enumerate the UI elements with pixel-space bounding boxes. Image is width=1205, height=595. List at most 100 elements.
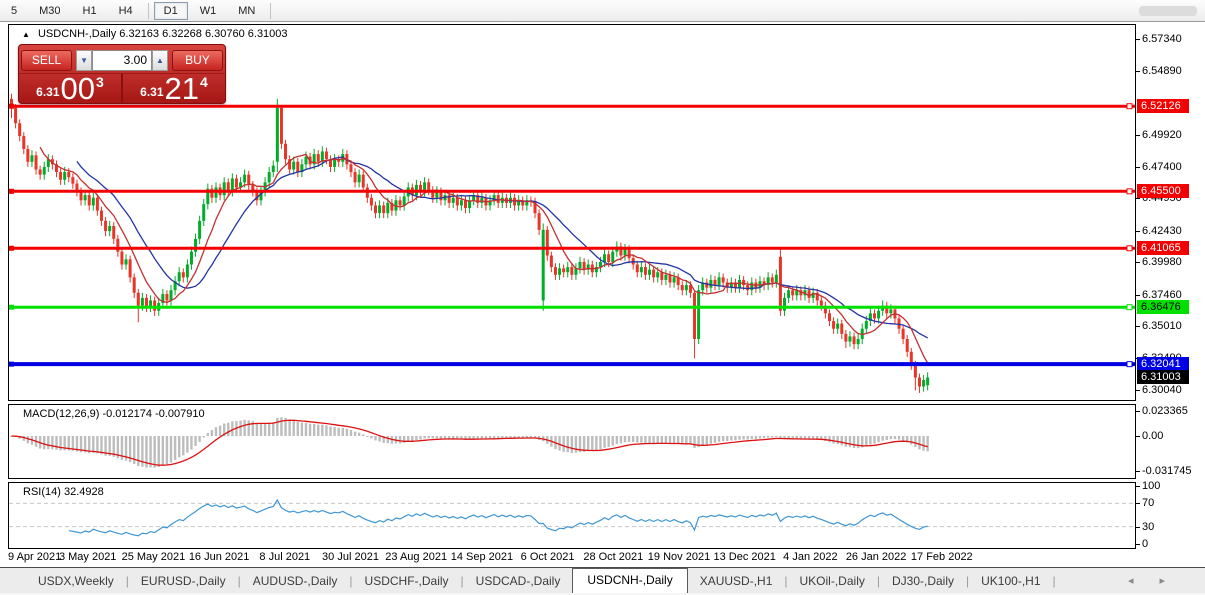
tab-dj30-daily[interactable]: DJ30-,Daily: [891, 574, 954, 588]
axis-tick-label: 6.30040: [1142, 383, 1182, 396]
macd-histogram-bar: [325, 425, 328, 436]
candle-body: [71, 177, 75, 184]
candle-body: [177, 272, 181, 282]
tab-eurusd-daily[interactable]: EURUSD-,Daily: [140, 574, 226, 588]
macd-histogram-bar: [308, 423, 312, 436]
tab-ukoil-daily[interactable]: UKOil-,Daily: [799, 574, 865, 588]
timeframe-button-mn[interactable]: MN: [238, 4, 256, 17]
candle-body: [598, 261, 602, 268]
axis-tick-mark: [1136, 503, 1140, 505]
candle-body: [353, 172, 357, 183]
macd-histogram-bar: [570, 436, 574, 453]
tab-xauusd-h1[interactable]: XAUUSD-,H1: [699, 574, 773, 588]
tab-usdx-weekly[interactable]: USDX,Weekly: [38, 574, 114, 588]
macd-histogram-bar: [280, 417, 283, 436]
volume-increase-button[interactable]: ▲: [152, 49, 168, 71]
macd-histogram-bar: [746, 436, 749, 440]
candle-body: [889, 309, 893, 314]
candle-body: [75, 183, 79, 192]
tab-usdcnh-daily[interactable]: USDCNH-,Daily: [572, 568, 688, 593]
macd-histogram-bar: [92, 436, 95, 453]
timeframe-button-m30[interactable]: M30: [39, 4, 61, 17]
candle-body: [386, 202, 390, 214]
candle-body: [30, 155, 34, 162]
candle-body: [419, 184, 422, 192]
macd-histogram-bar: [370, 436, 373, 439]
tab-usdcad-daily[interactable]: USDCAD-,Daily: [475, 574, 561, 588]
buy-button[interactable]: BUY: [171, 49, 223, 71]
candle-body: [243, 174, 247, 183]
macd-histogram-bar: [918, 436, 921, 450]
candle-body: [251, 184, 255, 192]
macd-histogram-bar: [693, 436, 696, 448]
level-handle-left: [9, 304, 14, 310]
macd-histogram-bar: [636, 436, 639, 443]
macd-histogram-bar: [517, 436, 520, 438]
axis-tick-label: 6.39980: [1142, 256, 1182, 269]
macd-histogram-bar: [852, 436, 856, 448]
rsi-pane[interactable]: RSI(14) 32.4928: [8, 482, 1136, 549]
tab-separator: |: [349, 574, 353, 588]
macd-histogram-bar: [697, 436, 700, 448]
candle-body: [378, 205, 382, 214]
candle-body: [762, 281, 766, 286]
candle-body: [476, 195, 480, 203]
macd-histogram-bar: [292, 420, 295, 436]
macd-histogram-bar: [116, 436, 120, 459]
macd-histogram-bar: [521, 436, 524, 438]
macd-histogram-bar: [173, 436, 177, 461]
macd-histogram-bar: [591, 436, 594, 452]
axis-tick-mark: [1136, 326, 1140, 328]
candle-body: [922, 380, 926, 387]
timeframe-button-5[interactable]: 5: [11, 4, 18, 17]
candle-body: [435, 191, 439, 198]
macd-histogram-bar: [501, 436, 504, 438]
sell-price-big: 00: [60, 71, 96, 106]
macd-histogram-bar: [787, 436, 790, 440]
date-label: 25 May 2021: [121, 551, 186, 563]
macd-pane[interactable]: MACD(12,26,9) -0.012174 -0.007910: [8, 404, 1136, 479]
time-axis[interactable]: 9 Apr 2021 3 May 2021 25 May 2021 16 Jun 20…: [8, 550, 1136, 565]
level-handle-right: [1126, 188, 1133, 195]
timeframe-button-w1[interactable]: W1: [199, 4, 217, 17]
macd-histogram-bar: [558, 436, 561, 451]
macd-histogram-bar: [411, 436, 414, 442]
macd-histogram-bar: [443, 436, 447, 439]
axis-tick-mark: [1136, 70, 1140, 72]
tabs-scroll-left-icon[interactable]: ◂: [1127, 575, 1160, 587]
axis-tick-mark: [1136, 294, 1140, 296]
buy-price-display[interactable]: 6.31 21 4: [123, 73, 225, 104]
tab-audusd-daily[interactable]: AUDUSD-,Daily: [252, 574, 338, 588]
candle-body: [533, 201, 537, 214]
tab-uk100-h1[interactable]: UK100-,H1: [981, 574, 1041, 588]
timeframe-button-h1[interactable]: H1: [82, 4, 97, 17]
volume-input[interactable]: [92, 49, 152, 71]
macd-histogram-bar: [762, 436, 766, 439]
macd-histogram-bar: [386, 436, 389, 444]
macd-histogram-bar: [676, 436, 680, 444]
candle-body: [14, 107, 18, 124]
candle-body: [468, 200, 472, 209]
candle-body: [693, 292, 697, 339]
macd-histogram-bar: [452, 436, 455, 439]
tab-usdchf-daily[interactable]: USDCHF-,Daily: [364, 574, 449, 588]
collapse-arrow-icon[interactable]: ▲: [22, 30, 30, 39]
macd-histogram-bar: [509, 436, 512, 438]
sell-price-display[interactable]: 6.31 00 3: [19, 71, 123, 106]
macd-histogram-bar: [112, 436, 115, 457]
sell-button[interactable]: SELL: [21, 49, 73, 71]
candlestick-canvas: [9, 93, 1135, 393]
timeframe-button-d1[interactable]: D1: [153, 1, 188, 20]
macd-histogram-bar: [128, 436, 132, 463]
candle-body: [59, 172, 63, 180]
candle-body: [566, 267, 570, 273]
timeframe-button-h4[interactable]: H4: [118, 4, 133, 17]
macd-histogram-bar: [906, 436, 909, 443]
macd-label: MACD(12,26,9) -0.012174 -0.007910: [23, 408, 205, 420]
toolbar-scroll-thumb[interactable]: [1139, 6, 1197, 16]
tabs-scroll-right-icon[interactable]: ▸: [1159, 575, 1191, 587]
volume-decrease-button[interactable]: ▼: [76, 49, 92, 71]
macd-histogram-bar: [357, 432, 361, 436]
date-label: 3 May 2021: [58, 551, 117, 563]
candle-body: [787, 290, 791, 298]
